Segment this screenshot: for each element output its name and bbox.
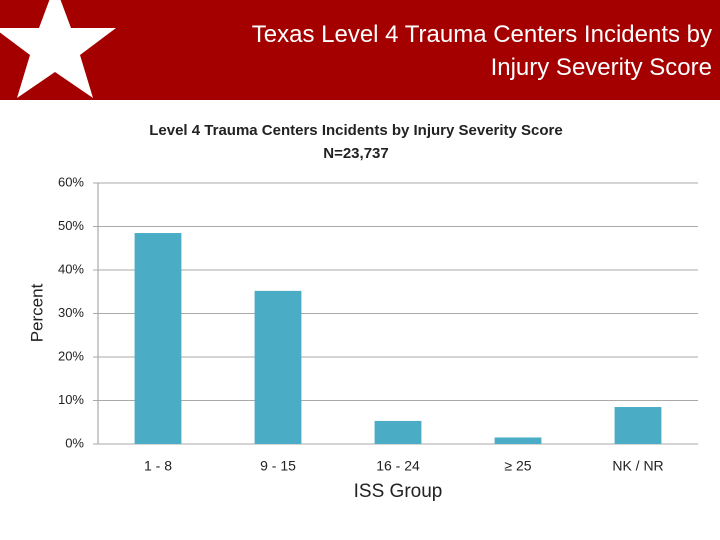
x-axis-label: ISS Group [354, 481, 443, 502]
x-tick-label: 16 - 24 [376, 458, 420, 474]
chart: Level 4 Trauma Centers Incidents by Inju… [27, 122, 698, 502]
y-tick-label: 50% [58, 218, 84, 233]
chart-subtitle: N=23,737 [323, 145, 388, 162]
x-tick-label: NK / NR [612, 458, 663, 474]
bar [494, 437, 542, 444]
slide-title: Texas Level 4 Trauma Centers Incidents b… [251, 21, 712, 81]
y-axis-label: Percent [27, 283, 46, 342]
x-tick-label: ≥ 25 [504, 458, 531, 474]
y-tick-label: 40% [58, 261, 84, 276]
y-tick-label: 10% [58, 392, 84, 407]
y-tick-label: 20% [58, 348, 84, 363]
x-tick-label: 1 - 8 [144, 458, 172, 474]
banner: Texas Level 4 Trauma Centers Incidents b… [0, 0, 720, 100]
bar [134, 233, 182, 444]
x-tick-label: 9 - 15 [260, 458, 296, 474]
y-tick-label: 60% [58, 174, 84, 189]
y-tick-label: 30% [58, 305, 84, 320]
bar [614, 407, 662, 444]
y-tick-label: 0% [65, 435, 84, 450]
star-icon [0, 0, 116, 98]
chart-title: Level 4 Trauma Centers Incidents by Inju… [149, 122, 563, 139]
bar [254, 290, 302, 444]
bar [374, 420, 422, 444]
